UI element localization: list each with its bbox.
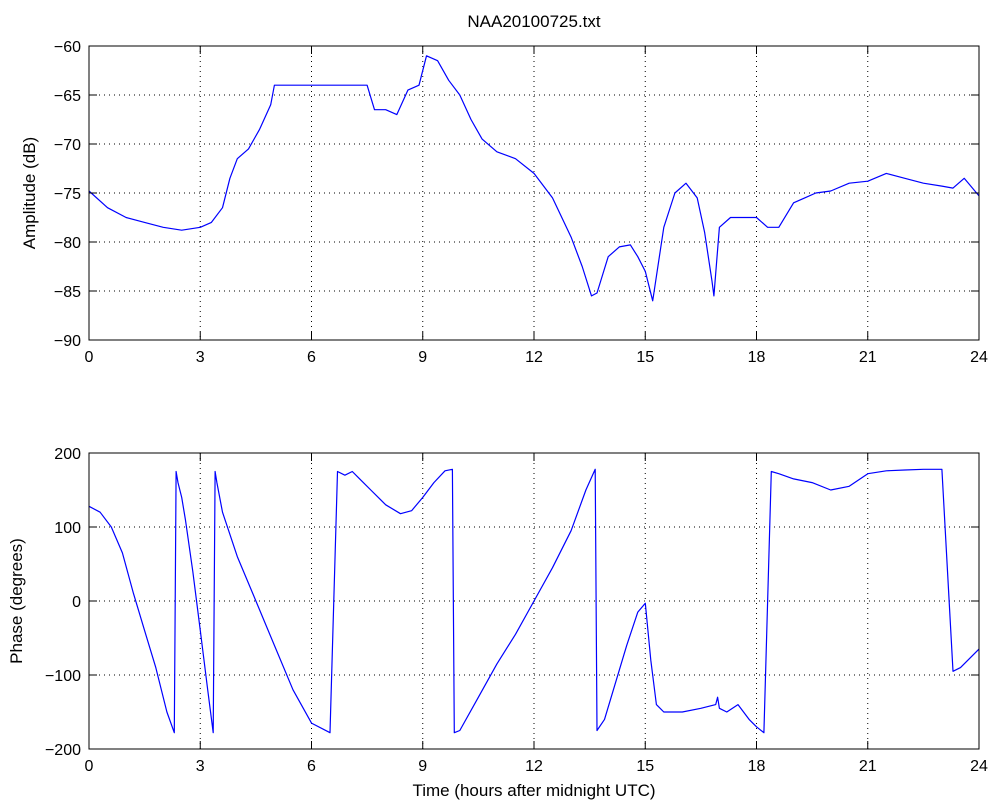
amp-x-tick-label: 24 [970, 349, 988, 366]
amp-x-tick-label: 3 [196, 349, 205, 366]
amp-y-tick-label: −65 [54, 88, 81, 105]
amp-x-tick-label: 9 [418, 349, 427, 366]
phase-x-tick-label: 12 [525, 758, 543, 775]
amp-y-tick-label: −60 [54, 39, 81, 56]
phase-y-tick-label: −200 [45, 742, 81, 759]
phase-y-tick-label: 0 [72, 594, 81, 611]
phase-x-tick-label: 6 [307, 758, 316, 775]
amp-x-tick-label: 12 [525, 349, 543, 366]
phase-x-tick-label: 24 [970, 758, 988, 775]
amplitude-plot: Amplitude (dB) 0 3 6 9 12 15 18 21 24 −90 −85 −80 −7… [20, 39, 988, 366]
amp-x-tick-label: 15 [636, 349, 654, 366]
phase-ylabel: Phase (degrees) [7, 538, 26, 664]
amp-x-tick-label: 18 [748, 349, 766, 366]
phase-x-tick-label: 15 [636, 758, 654, 775]
amp-x-tick-label: 6 [307, 349, 316, 366]
phase-y-tick-label: 100 [54, 520, 81, 537]
phase-x-tick-label: 9 [418, 758, 427, 775]
amp-y-tick-label: −75 [54, 186, 81, 203]
phase-series-line [88, 468, 980, 734]
amp-y-tick-label: −90 [54, 333, 81, 350]
phase-x-tick-label: 0 [85, 758, 94, 775]
phase-x-tick-label: 18 [748, 758, 766, 775]
amp-y-tick-label: −80 [54, 235, 81, 252]
amp-x-tick-label: 21 [859, 349, 877, 366]
amplitude-ylabel: Amplitude (dB) [20, 137, 39, 249]
amp-x-tick-label: 0 [85, 349, 94, 366]
phase-x-tick-label: 21 [859, 758, 877, 775]
amp-series-line [88, 55, 980, 302]
phase-y-tick-label: −100 [45, 668, 81, 685]
chart-title: NAA20100725.txt [467, 12, 601, 31]
time-xlabel: Time (hours after midnight UTC) [412, 781, 655, 800]
amp-y-tick-label: −85 [54, 284, 81, 301]
phase-y-tick-label: 200 [54, 446, 81, 463]
phase-x-tick-label: 3 [196, 758, 205, 775]
phase-plot: Phase (degrees) Time (hours after midnig… [7, 446, 988, 800]
amp-y-tick-label: −70 [54, 137, 81, 154]
